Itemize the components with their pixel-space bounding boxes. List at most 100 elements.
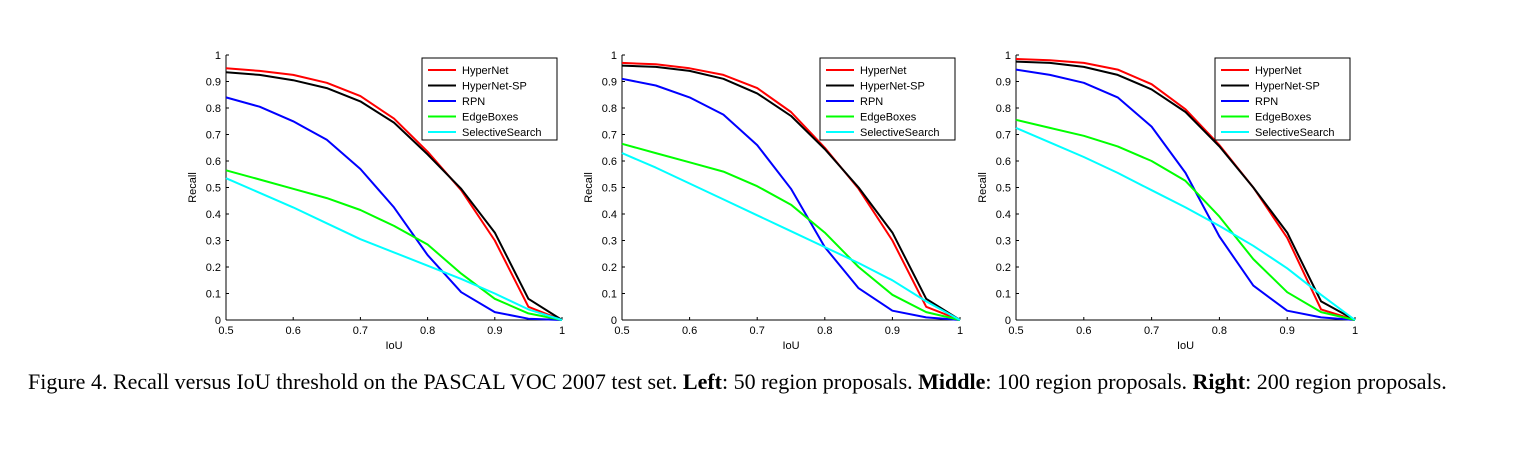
y-tick-label: 0.9 — [996, 77, 1011, 89]
y-tick-label: 0.8 — [996, 103, 1011, 115]
series-line-selectivesearch — [225, 177, 563, 321]
series-line-edgeboxes — [621, 142, 961, 321]
series-line-selectivesearch — [621, 152, 961, 321]
x-tick-label: 0.7 — [750, 325, 765, 337]
x-tick-label: 0.5 — [218, 325, 233, 337]
figure-charts: 0.5 0.6 0.7 0.8 0.9 1 0 0.1 0.2 0.3 0.4 0.5 0.6 0.7 0.… — [187, 50, 1358, 352]
legend-label: RPN — [462, 96, 485, 108]
y-tick-label: 0.4 — [602, 209, 617, 221]
x-tick-label: 0.7 — [353, 325, 368, 337]
y-tick-label: 0.5 — [602, 183, 617, 195]
legend-label: HyperNet-SP — [1255, 81, 1320, 93]
chart-right: 0.5 0.6 0.7 0.8 0.9 1 0 0.1 0.2 0.3 0.4 0.5 0.6 0.7 0.… — [977, 50, 1358, 352]
x-tick-label: 0.9 — [885, 325, 900, 337]
legend-label: HyperNet — [462, 65, 508, 77]
y-tick-label: 0.7 — [206, 130, 221, 142]
x-tick-label: 0.6 — [682, 325, 697, 337]
figure-caption: Figure 4. Recall versus IoU threshold on… — [28, 366, 1518, 397]
caption-figure-label: Figure 4. — [28, 369, 108, 394]
x-tick-label: 0.8 — [420, 325, 435, 337]
series-line-hypernet — [621, 61, 961, 321]
x-tick-label: 0.8 — [817, 325, 832, 337]
x-axis-label: IoU — [782, 340, 799, 352]
legend-box — [421, 57, 558, 141]
series-line-rpn — [225, 96, 563, 321]
legend-label: HyperNet — [1255, 65, 1301, 77]
series-line-edgeboxes — [225, 169, 563, 321]
x-tick-label: 0.9 — [1280, 325, 1295, 337]
y-tick-label: 0.5 — [206, 183, 221, 195]
y-tick-label: 0.1 — [206, 289, 221, 301]
x-tick-label: 0.5 — [614, 325, 629, 337]
caption-middle-text: : 100 region proposals. — [985, 369, 1193, 394]
y-tick-label: 1 — [611, 50, 617, 62]
y-tick-label: 0.2 — [602, 262, 617, 274]
y-tick-label: 0.3 — [602, 236, 617, 248]
y-tick-label: 0.3 — [206, 236, 221, 248]
x-tick-label: 0.6 — [286, 325, 301, 337]
x-tick-label: 0.6 — [1076, 325, 1091, 337]
legend-label: HyperNet — [860, 65, 906, 77]
series-line-hypernet-sp — [621, 64, 961, 321]
y-tick-label: 0 — [611, 315, 617, 327]
y-tick-label: 0.7 — [996, 130, 1011, 142]
y-tick-label: 0 — [215, 315, 221, 327]
y-tick-label: 1 — [1005, 50, 1011, 62]
legend-label: RPN — [860, 96, 883, 108]
series-line-rpn — [621, 77, 961, 321]
y-tick-label: 0.2 — [996, 262, 1011, 274]
y-tick-label: 0.6 — [206, 156, 221, 168]
legend-label: HyperNet-SP — [462, 81, 527, 93]
x-tick-label: 0.7 — [1144, 325, 1159, 337]
x-axis-label: IoU — [385, 340, 402, 352]
legend-box — [819, 57, 956, 141]
y-tick-label: 0.6 — [602, 156, 617, 168]
x-tick-label: 0.5 — [1008, 325, 1023, 337]
caption-right-label: Right — [1192, 369, 1246, 394]
legend-label: EdgeBoxes — [860, 112, 917, 124]
legend-label: HyperNet-SP — [860, 81, 925, 93]
x-tick-label: 1 — [559, 325, 565, 337]
y-tick-label: 0.7 — [602, 130, 617, 142]
chart-left: 0.5 0.6 0.7 0.8 0.9 1 0 0.1 0.2 0.3 0.4 0.5 0.6 0.7 0.… — [187, 50, 565, 352]
series-line-hypernet — [225, 67, 563, 321]
y-tick-label: 0.6 — [996, 156, 1011, 168]
x-tick-label: 1 — [1352, 325, 1358, 337]
legend-box — [1214, 57, 1351, 141]
y-axis-label: Recall — [187, 172, 199, 203]
legend-label: EdgeBoxes — [462, 112, 519, 124]
y-tick-label: 0.1 — [996, 289, 1011, 301]
x-axis-label: IoU — [1177, 340, 1194, 352]
y-tick-label: 0.4 — [206, 209, 221, 221]
legend-label: EdgeBoxes — [1255, 112, 1312, 124]
x-tick-label: 0.9 — [487, 325, 502, 337]
caption-middle-label: Middle — [918, 369, 986, 394]
y-axis-label: Recall — [583, 172, 595, 203]
caption-left-text: : 50 region proposals. — [721, 369, 919, 394]
chart-middle: 0.5 0.6 0.7 0.8 0.9 1 0 0.1 0.2 0.3 0.4 0.5 0.6 0.7 0.… — [583, 50, 963, 352]
series-line-edgeboxes — [1015, 118, 1356, 321]
legend-label: RPN — [1255, 96, 1278, 108]
series-line-rpn — [1015, 68, 1356, 321]
y-tick-label: 0.9 — [206, 77, 221, 89]
y-tick-label: 0.8 — [206, 103, 221, 115]
y-tick-label: 0.3 — [996, 236, 1011, 248]
series-line-hypernet-sp — [1015, 60, 1356, 321]
y-axis-label: Recall — [977, 172, 989, 203]
y-tick-label: 0 — [1005, 315, 1011, 327]
caption-left-label: Left — [682, 369, 722, 394]
y-tick-label: 0.8 — [602, 103, 617, 115]
y-tick-label: 1 — [215, 50, 221, 62]
legend-label: SelectiveSearch — [1255, 127, 1335, 139]
caption-right-text: : 200 region proposals. — [1245, 369, 1447, 394]
legend-label: SelectiveSearch — [462, 127, 542, 139]
legend-label: SelectiveSearch — [860, 127, 940, 139]
series-line-hypernet-sp — [225, 71, 563, 321]
y-tick-label: 0.2 — [206, 262, 221, 274]
y-tick-label: 0.1 — [602, 289, 617, 301]
x-tick-label: 1 — [957, 325, 963, 337]
x-tick-label: 0.8 — [1212, 325, 1227, 337]
y-tick-label: 0.5 — [996, 183, 1011, 195]
y-tick-label: 0.4 — [996, 209, 1011, 221]
series-line-selectivesearch — [1015, 126, 1356, 321]
